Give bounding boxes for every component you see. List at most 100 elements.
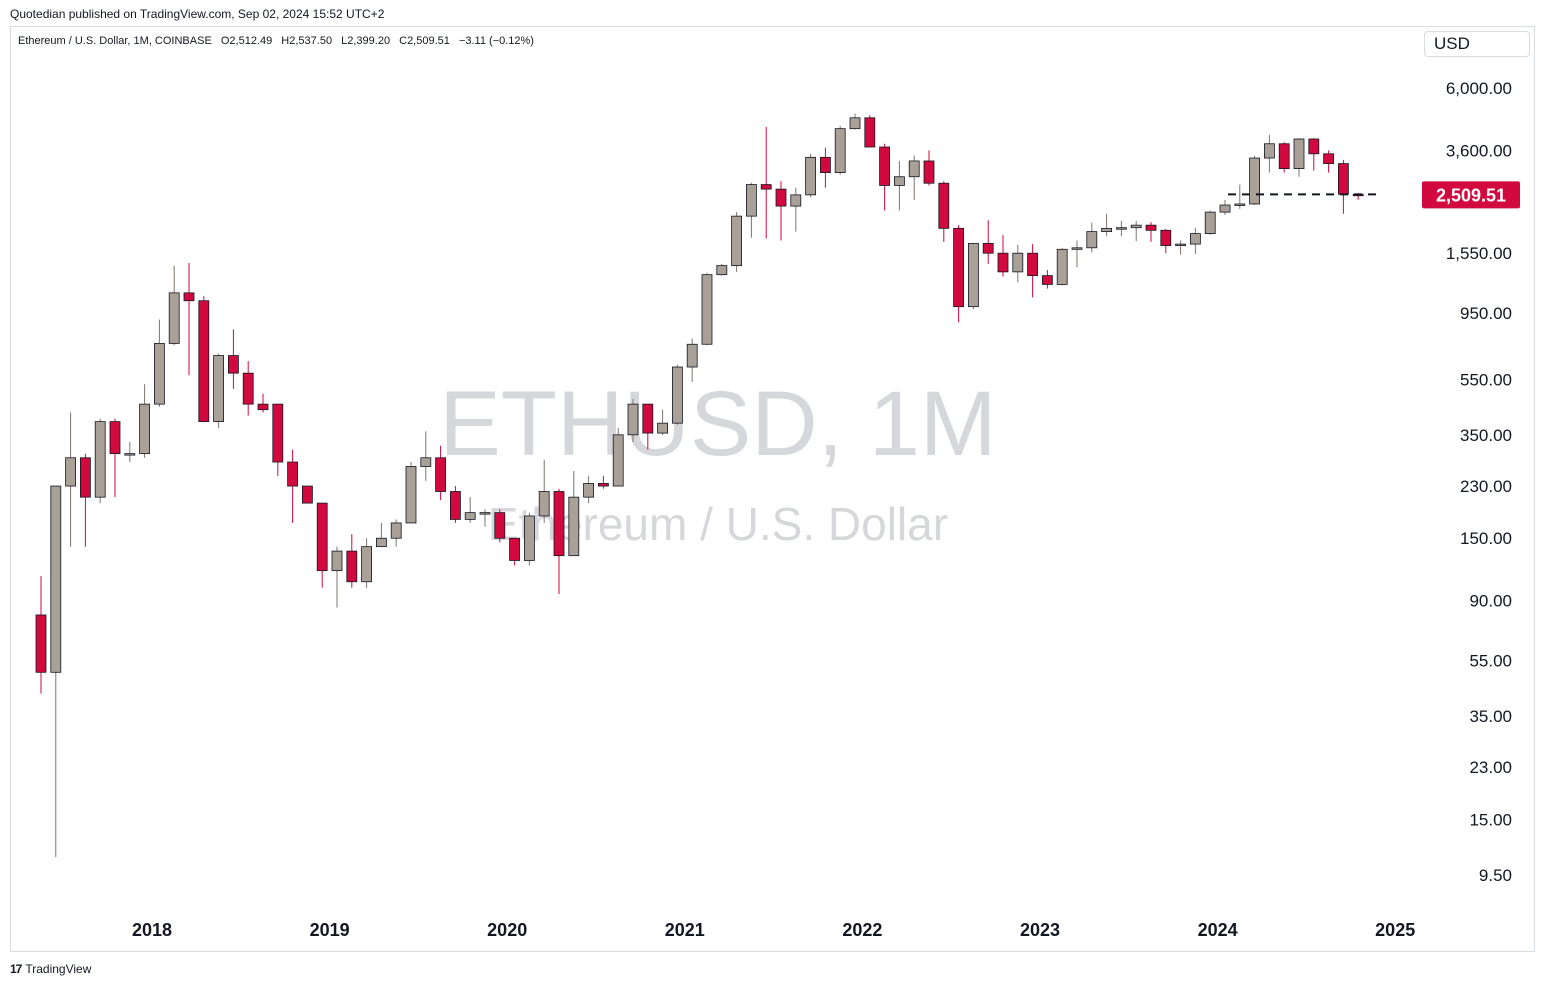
candle <box>124 441 136 463</box>
candle-body <box>716 265 728 276</box>
candle-body <box>1204 211 1216 234</box>
candle <box>213 353 225 429</box>
candle <box>568 471 580 557</box>
watermark-description: Ethereum / U.S. Dollar <box>488 498 948 550</box>
candle <box>701 272 713 346</box>
candle-body <box>287 461 299 487</box>
candle-series <box>35 113 1364 858</box>
candle <box>242 361 254 416</box>
candle-body <box>1278 143 1290 169</box>
candle <box>524 512 535 566</box>
candle <box>435 445 447 501</box>
watermark: ETHUSD, 1M Ethereum / U.S. Dollar <box>439 373 996 550</box>
candle <box>1249 155 1260 206</box>
candle <box>953 225 964 323</box>
candle <box>553 488 565 594</box>
price-tick-label: 9.50 <box>1479 866 1512 885</box>
candle-body <box>938 182 950 229</box>
candle-body <box>1086 231 1098 249</box>
candle <box>109 418 121 498</box>
candle-body <box>997 252 1009 273</box>
symbol-legend[interactable]: Ethereum / U.S. Dollar, 1M, COINBASE O2,… <box>18 35 540 47</box>
candle <box>494 509 506 543</box>
candle-body <box>1293 138 1305 169</box>
candle <box>331 546 343 608</box>
candle-body <box>1027 252 1038 277</box>
candle <box>1175 240 1186 255</box>
footer-brand: TradingView <box>25 962 92 976</box>
candle-body <box>1130 224 1142 229</box>
candle <box>287 449 299 523</box>
candle-body <box>242 372 254 405</box>
currency-button[interactable]: USD <box>1424 31 1530 57</box>
candle <box>1012 244 1024 283</box>
candle-body <box>65 457 76 487</box>
candle <box>198 296 210 423</box>
candle <box>1130 220 1142 242</box>
chart-frame <box>10 26 1535 952</box>
candle <box>864 115 876 148</box>
candle-body <box>109 421 121 455</box>
candle-body <box>805 156 816 196</box>
candle <box>731 212 742 272</box>
candle-body <box>1145 224 1157 231</box>
candle-body <box>627 403 639 436</box>
candle <box>405 462 417 524</box>
candle <box>1264 134 1275 173</box>
candle-body <box>775 188 787 207</box>
high-value: H2,537.50 <box>281 35 333 47</box>
candle <box>65 412 76 547</box>
time-tick-label: 2022 <box>842 920 882 940</box>
candle-body <box>1012 252 1024 273</box>
price-tick-label: 90.00 <box>1469 592 1512 611</box>
candle <box>50 485 62 858</box>
candle <box>775 181 787 241</box>
candle-body <box>1056 248 1068 285</box>
candle <box>168 265 180 346</box>
price-tick-label: 55.00 <box>1469 652 1512 671</box>
candle <box>153 319 165 407</box>
candle-body <box>361 546 373 583</box>
candle <box>1338 159 1349 214</box>
candle-body <box>1160 229 1172 246</box>
candle-body <box>1219 204 1231 213</box>
change-value: −3.11 (−0.12%) <box>458 35 534 47</box>
candle-body <box>420 457 432 467</box>
candle-body <box>1234 203 1246 206</box>
candle <box>1145 222 1157 242</box>
candle <box>1278 142 1290 173</box>
candle <box>1160 228 1172 254</box>
candle-body <box>124 453 136 456</box>
open-value: O2,512.49 <box>220 35 273 47</box>
candle <box>627 398 639 442</box>
price-tick-label: 3,600.00 <box>1446 141 1512 160</box>
candle-body <box>316 502 328 572</box>
candle-body <box>390 522 402 539</box>
candle <box>908 155 920 200</box>
candle-body <box>479 512 491 515</box>
candle-body <box>1101 227 1112 232</box>
symbol-name[interactable]: Ethereum / U.S. Dollar, 1M, COINBASE <box>18 35 212 47</box>
candle <box>760 126 772 239</box>
candle-body <box>257 403 269 411</box>
candle-body <box>879 146 890 186</box>
candle-body <box>435 457 447 492</box>
time-tick-label: 2020 <box>487 920 527 940</box>
price-tick-label: 23.00 <box>1469 758 1512 777</box>
candle-body <box>1308 138 1320 155</box>
footer: 17 TradingView <box>10 962 91 976</box>
candle <box>686 338 698 382</box>
candle <box>657 409 668 435</box>
candle-body <box>213 355 225 423</box>
price-tick-label: 1,550.00 <box>1446 244 1512 263</box>
candle-body <box>1071 247 1083 250</box>
time-axis[interactable]: 2018 2019 2020 2021 2022 2023 2024 2025 <box>132 920 1415 940</box>
price-axis[interactable]: 6,000.00 3,600.00 1,550.00 950.00 550.00 350.… <box>1446 79 1512 885</box>
candle-body <box>35 614 47 673</box>
price-tick-label: 6,000.00 <box>1446 79 1512 98</box>
price-tick-label: 230.00 <box>1460 477 1512 496</box>
candle <box>361 538 373 588</box>
candle-body <box>168 292 180 344</box>
candle-body <box>1264 143 1275 159</box>
